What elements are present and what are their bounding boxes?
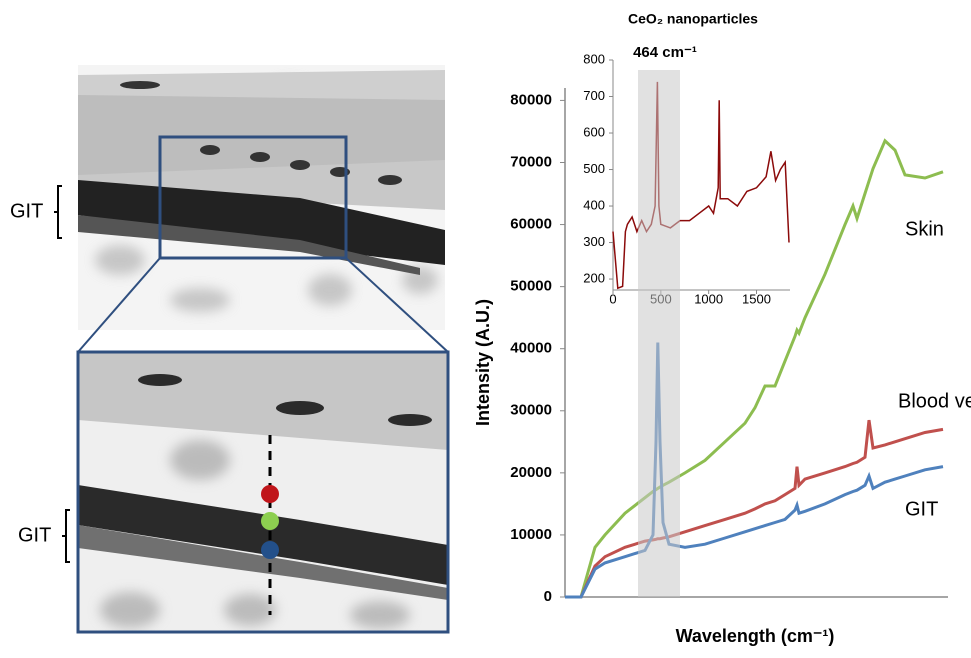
y-axis-label: Intensity (A.U.) xyxy=(473,299,493,426)
inset-y-tick-label: 800 xyxy=(583,51,605,66)
peak-annotation: 464 cm⁻¹ xyxy=(633,44,697,61)
zoom-frame xyxy=(76,350,450,634)
series-label: GIT xyxy=(905,498,938,520)
point-blood xyxy=(261,485,279,503)
inset-y-tick-label: 600 xyxy=(583,124,605,139)
inset-y-tick-label: 300 xyxy=(583,234,605,249)
y-tick-label: 60000 xyxy=(510,216,552,233)
y-tick-label: 40000 xyxy=(510,340,552,357)
y-tick-label: 10000 xyxy=(510,526,552,543)
inset-y-tick-label: 400 xyxy=(583,197,605,212)
zoom-connector xyxy=(345,257,449,353)
inset-y-tick-label: 500 xyxy=(583,161,605,176)
region-label: GIT xyxy=(18,524,51,546)
micrograph-top xyxy=(78,65,445,330)
series-label: Skin xyxy=(905,218,944,240)
zoom-connector xyxy=(77,257,161,353)
y-tick-label: 50000 xyxy=(510,278,552,295)
spectrum-line xyxy=(612,81,790,290)
region-label: GIT xyxy=(10,200,43,222)
spectrum-line xyxy=(565,342,944,599)
inset-x-tick-label: 0 xyxy=(609,291,616,306)
point-skin xyxy=(261,512,279,530)
point-git xyxy=(261,541,279,559)
x-axis-label: Wavelength (cm⁻¹) xyxy=(676,626,835,646)
bracket xyxy=(54,185,62,239)
series-label: Blood vessel xyxy=(898,390,971,412)
spectrum-line xyxy=(565,419,944,599)
inset-x-tick-label: 1000 xyxy=(694,291,723,306)
peak-band xyxy=(638,70,680,597)
inset-y-tick-label: 700 xyxy=(583,88,605,103)
y-tick-label: 80000 xyxy=(510,91,552,108)
y-tick-label: 0 xyxy=(544,588,552,605)
y-tick-label: 70000 xyxy=(510,153,552,170)
zoom-box xyxy=(158,135,348,260)
inset-title: CeO₂ nanoparticles xyxy=(628,11,758,27)
y-tick-label: 20000 xyxy=(510,464,552,481)
inset-x-tick-label: 1500 xyxy=(742,291,771,306)
y-tick-label: 30000 xyxy=(510,402,552,419)
inset-y-tick-label: 200 xyxy=(583,270,605,285)
bracket xyxy=(62,509,70,563)
